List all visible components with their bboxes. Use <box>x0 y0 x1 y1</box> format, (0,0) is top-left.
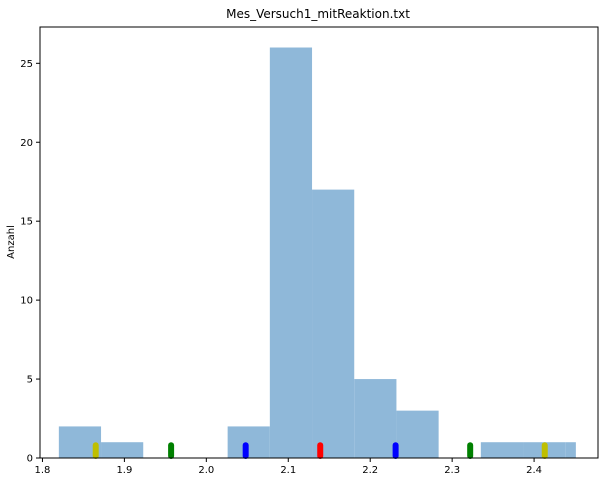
x-tick-label: 1.8 <box>35 465 51 476</box>
x-tick-label: 2.2 <box>362 465 378 476</box>
plot-frame <box>39 26 599 459</box>
axes-layer <box>39 26 599 459</box>
chart-title: Mes_Versuch1_mitReaktion.txt <box>226 7 410 21</box>
histogram-bar <box>227 426 270 458</box>
histogram-bar <box>480 442 524 458</box>
histogram-bar <box>269 47 313 459</box>
y-tick-label: 0 <box>27 454 33 465</box>
x-tick-label: 2.0 <box>198 465 214 476</box>
x-tick-label: 2.3 <box>444 465 460 476</box>
ticks-layer: 1.8 1.9 2.0 2.1 2.2 2.3 2.4 0 5 10 15 20 25 <box>20 59 542 476</box>
histogram-bar <box>101 442 144 458</box>
x-tick-label: 2.4 <box>526 465 542 476</box>
y-tick-label: 5 <box>27 375 33 386</box>
y-axis-label: Anzahl <box>6 225 17 259</box>
x-tick-label: 1.9 <box>116 465 132 476</box>
histogram-bar <box>396 410 439 458</box>
bars-layer <box>58 47 576 459</box>
x-tick-label: 2.1 <box>280 465 296 476</box>
histogram-bar <box>565 442 576 458</box>
y-tick-label: 15 <box>20 217 33 228</box>
histogram-bar <box>312 189 355 459</box>
histogram-bar <box>354 379 397 458</box>
y-tick-label: 10 <box>20 296 33 307</box>
markers-layer <box>92 442 548 459</box>
y-tick-label: 25 <box>20 59 33 70</box>
y-tick-label: 20 <box>20 138 33 149</box>
